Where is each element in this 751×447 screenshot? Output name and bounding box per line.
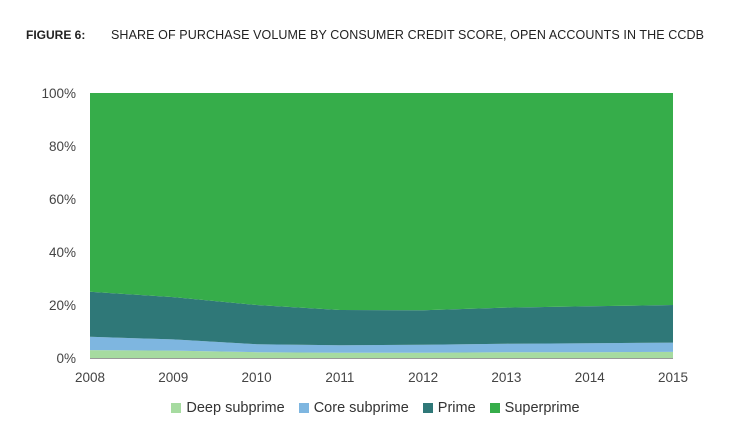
x-tick-label: 2012 <box>408 370 438 385</box>
x-tick-label: 2015 <box>658 370 688 385</box>
area-prime <box>90 291 673 346</box>
legend-item: Deep subprime <box>171 400 285 416</box>
area-superprime <box>90 93 673 311</box>
y-tick-label: 0% <box>56 351 76 366</box>
legend-label: Core subprime <box>313 400 409 416</box>
figure-title: SHARE OF PURCHASE VOLUME BY CONSUMER CRE… <box>111 28 705 42</box>
legend-item: Prime <box>422 400 476 416</box>
legend-item: Superprime <box>489 400 580 416</box>
figure-label: FIGURE 6: <box>26 28 86 42</box>
area-deep-subprime <box>90 350 673 358</box>
legend-item: Core subprime <box>298 400 409 416</box>
legend-swatch <box>489 403 500 413</box>
x-tick-label: 2008 <box>75 370 105 385</box>
legend-label: Superprime <box>504 400 580 416</box>
y-tick-label: 60% <box>49 192 76 207</box>
x-tick-label: 2013 <box>491 370 521 385</box>
x-tick-label: 2014 <box>575 370 606 385</box>
legend-swatch <box>171 403 182 413</box>
legend-swatch <box>422 403 433 413</box>
legend-swatch <box>298 403 309 413</box>
x-tick-label: 2011 <box>325 370 354 385</box>
stacked-area-chart: 0% 20% 40% 60% 80% 100% 2008 2009 2010 2011 2012 2… <box>41 86 688 385</box>
y-tick-label: 100% <box>41 86 76 101</box>
legend-label: Prime <box>437 400 476 416</box>
y-tick-label: 20% <box>49 298 76 313</box>
legend: Deep subprime Core subprime Prime Superprim… <box>0 400 751 416</box>
area-core-subprime <box>90 336 673 353</box>
y-tick-label: 40% <box>49 245 76 260</box>
x-tick-label: 2009 <box>158 370 188 385</box>
legend-label: Deep subprime <box>186 400 285 416</box>
x-tick-label: 2010 <box>242 370 272 385</box>
y-tick-label: 80% <box>49 139 76 154</box>
